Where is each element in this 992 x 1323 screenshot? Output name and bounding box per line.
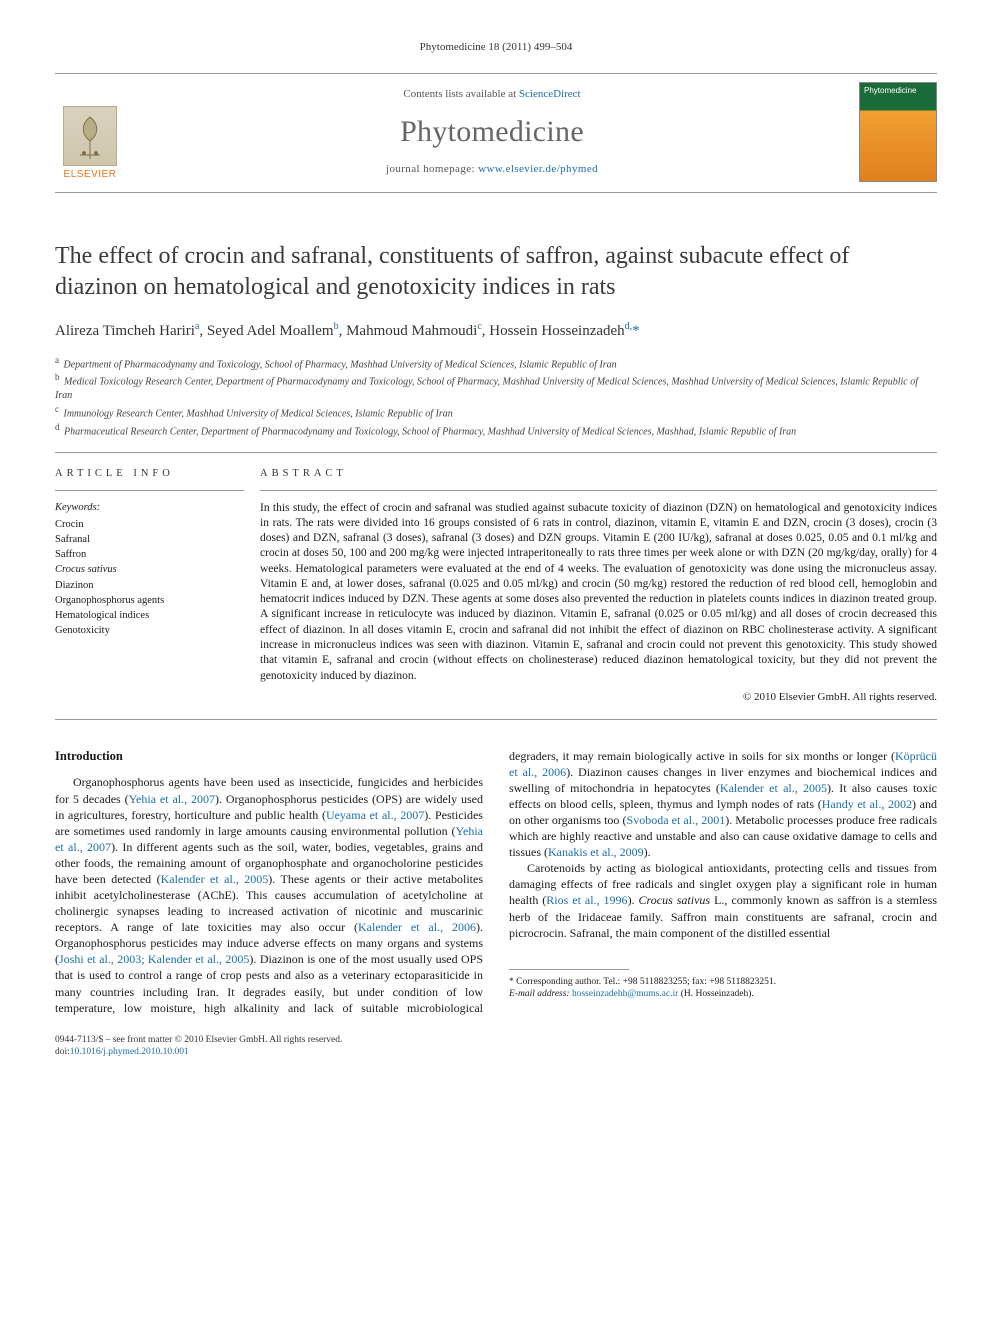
citation-link[interactable]: Joshi et al., 2003; Kalender et al., 200… xyxy=(59,952,249,966)
keywords-label: Keywords: xyxy=(55,501,244,515)
citation-link[interactable]: Yehia et al., 2007 xyxy=(129,792,215,806)
journal-homepage-link[interactable]: www.elsevier.de/phymed xyxy=(478,163,598,175)
article-info-panel: article info Keywords: CrocinSafranalSaf… xyxy=(55,453,260,718)
affiliations: a Department of Pharmacodynamy and Toxic… xyxy=(55,354,937,454)
citation-link[interactable]: Kanakis et al., 2009 xyxy=(548,845,644,859)
footnotes: * Corresponding author. Tel.: +98 511882… xyxy=(509,976,937,1002)
elsevier-tree-icon xyxy=(63,106,117,166)
keyword: Hematological indices xyxy=(55,608,244,623)
keyword: Crocus sativus xyxy=(55,562,244,577)
abstract-panel: abstract In this study, the effect of cr… xyxy=(260,453,937,718)
citation-link[interactable]: Kalender et al., 2005 xyxy=(720,781,827,795)
citation-link[interactable]: Ueyama et al., 2007 xyxy=(326,808,424,822)
keyword: Saffron xyxy=(55,547,244,562)
abstract-heading: abstract xyxy=(260,467,937,490)
contents-available-line: Contents lists available at ScienceDirec… xyxy=(139,87,845,102)
running-head-citation: 18 (2011) 499–504 xyxy=(488,41,572,53)
running-head: Phytomedicine 18 (2011) 499–504 xyxy=(55,40,937,55)
citation-link[interactable]: Kalender et al., 2005 xyxy=(161,872,269,886)
journal-homepage-line: journal homepage: www.elsevier.de/phymed xyxy=(139,162,845,177)
keyword: Diazinon xyxy=(55,578,244,593)
intro-paragraph-2: Carotenoids by acting as biological anti… xyxy=(509,860,937,940)
publisher-name: ELSEVIER xyxy=(64,168,117,182)
keyword: Genotoxicity xyxy=(55,623,244,638)
citation-link[interactable]: Rios et al., 1996 xyxy=(546,893,627,907)
footnote-rule xyxy=(509,969,629,970)
citation-link[interactable]: Svoboda et al., 2001 xyxy=(627,813,726,827)
doi-line: doi:10.1016/j.phymed.2010.10.001 xyxy=(55,1046,937,1059)
keyword: Safranal xyxy=(55,532,244,547)
doi-link[interactable]: 10.1016/j.phymed.2010.10.001 xyxy=(70,1047,189,1057)
keyword: Organophosphorus agents xyxy=(55,593,244,608)
affiliation-line: b Medical Toxicology Research Center, De… xyxy=(55,371,937,402)
body-columns: Introduction Organophosphorus agents hav… xyxy=(55,748,937,1016)
abstract-copyright: © 2010 Elsevier GmbH. All rights reserve… xyxy=(260,690,937,705)
email-link[interactable]: hosseinzadehh@mums.ac.ir xyxy=(572,989,678,999)
journal-name: Phytomedicine xyxy=(139,112,845,153)
scientific-name: Crocus sativus xyxy=(639,893,711,907)
affiliation-line: a Department of Pharmacodynamy and Toxic… xyxy=(55,354,937,372)
article-info-heading: article info xyxy=(55,467,244,490)
corresponding-author-note: * Corresponding author. Tel.: +98 511882… xyxy=(509,976,937,989)
authors-line: Alireza Timcheh Hariria, Seyed Adel Moal… xyxy=(55,320,937,341)
sciencedirect-link[interactable]: ScienceDirect xyxy=(519,88,581,100)
section-heading-introduction: Introduction xyxy=(55,748,483,765)
affiliation-line: d Pharmaceutical Research Center, Depart… xyxy=(55,421,937,439)
page-footer: 0944-7113/$ – see front matter © 2010 El… xyxy=(55,1034,937,1060)
publisher-logo: ELSEVIER xyxy=(55,82,125,182)
abstract-text: In this study, the effect of crocin and … xyxy=(260,501,937,684)
citation-link[interactable]: Kalender et al., 2006 xyxy=(358,920,476,934)
running-head-journal: Phytomedicine xyxy=(420,41,486,53)
corresponding-email-line: E-mail address: hosseinzadehh@mums.ac.ir… xyxy=(509,988,937,1001)
keyword: Crocin xyxy=(55,517,244,532)
affiliation-line: c Immunology Research Center, Mashhad Un… xyxy=(55,403,937,421)
masthead: ELSEVIER Contents lists available at Sci… xyxy=(55,73,937,193)
keywords-list: CrocinSafranalSaffronCrocus sativusDiazi… xyxy=(55,517,244,639)
issn-line: 0944-7113/$ – see front matter © 2010 El… xyxy=(55,1034,937,1047)
article-title: The effect of crocin and safranal, const… xyxy=(55,241,937,302)
citation-link[interactable]: Handy et al., 2002 xyxy=(822,797,912,811)
journal-cover-thumbnail: Phytomedicine xyxy=(859,82,937,182)
